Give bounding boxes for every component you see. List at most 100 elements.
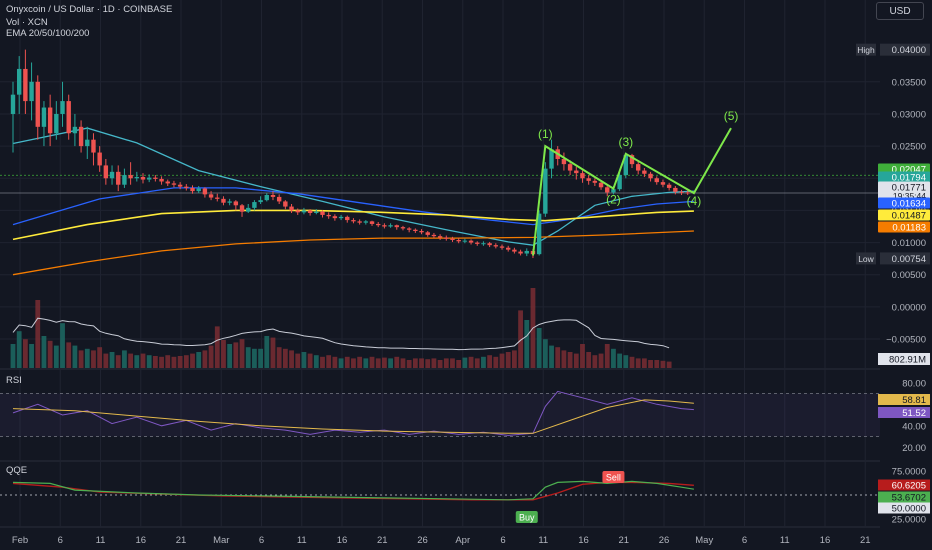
candle-body	[326, 214, 331, 217]
volume-bar	[270, 337, 276, 368]
volume-bar	[115, 355, 121, 368]
volume-bar	[35, 300, 41, 368]
price-axis[interactable]: 0.035000.030000.025000.020000.015000.010…	[856, 0, 932, 550]
volume-bar	[493, 356, 499, 368]
time-axis-label: 21	[176, 535, 187, 546]
volume-bar	[450, 358, 455, 368]
candle-body	[518, 251, 523, 254]
volume-bar	[295, 353, 301, 368]
volume-bar	[196, 352, 202, 368]
price-axis-label: 0.02500	[892, 142, 926, 153]
qqe-pane[interactable]: 75.0000 25.0000 Buy Sell 60.620553.670250.00…	[0, 466, 930, 526]
candle-body	[221, 198, 226, 203]
candle-body	[567, 164, 573, 171]
extreme-value-text: 0.04000	[892, 45, 926, 56]
volume-bar	[648, 360, 653, 368]
volume-bar	[592, 355, 598, 368]
volume-bar	[505, 352, 511, 368]
volume-bar	[165, 355, 171, 368]
elliott-pattern-drawing[interactable]: (1) (2) (3) (4) (5)	[532, 109, 738, 256]
candle-body	[512, 249, 517, 252]
volume-bar	[555, 347, 561, 368]
candlesticks[interactable]	[10, 49, 690, 259]
grid	[0, 0, 932, 528]
price-tag-value: 0.02047	[892, 165, 926, 176]
candle-body	[351, 220, 356, 222]
candle-body	[419, 231, 424, 233]
rsi-pane-label[interactable]: RSI	[6, 375, 22, 386]
candle-body	[499, 246, 505, 248]
ema-indicator-label[interactable]: EMA 20/50/100/200	[6, 28, 90, 39]
volume-bar	[443, 358, 449, 368]
candle-body	[598, 182, 604, 188]
volume-bar	[177, 356, 183, 368]
candle-body	[660, 182, 666, 185]
volume-bar	[542, 339, 548, 368]
volume-bar	[29, 344, 34, 368]
candle-body	[524, 250, 529, 254]
price-tag-box	[878, 181, 930, 200]
volume-bar	[245, 347, 251, 368]
qqe-tag-box	[878, 479, 930, 491]
candle-body	[116, 171, 121, 185]
ema200-line	[12, 230, 694, 276]
candle-body	[246, 207, 251, 212]
qqe-pane-label[interactable]: QQE	[6, 465, 28, 476]
candle-body	[462, 240, 468, 242]
volume-bar	[276, 347, 282, 368]
time-axis[interactable]: Feb 6 11 16 21 Mar 6 11 16 21 26 Apr 6 11 16 21 26 May 6 11…	[12, 535, 871, 546]
candle-body	[320, 211, 325, 215]
candle-body	[190, 187, 195, 192]
extreme-label-text: High	[857, 45, 875, 55]
axis-price-tags: 0.020470.017940.0177119:35:440.016340.01…	[878, 163, 930, 366]
volume-bar	[41, 336, 47, 368]
rsi-pane[interactable]: 80.00 40.00 20.00 58.81 51.52	[0, 378, 930, 454]
candle-body	[437, 236, 443, 238]
candle-body	[314, 211, 319, 214]
volume-bar	[264, 336, 270, 368]
candle-body	[425, 232, 430, 235]
symbol-title[interactable]: Onyxcoin / US Dollar · 1D · COINBASE	[6, 4, 173, 15]
candle-body	[159, 178, 164, 182]
volume-bar	[363, 358, 369, 368]
currency-button[interactable]: USD	[876, 2, 924, 20]
qqe-tag-value: 50.0000	[892, 504, 926, 515]
volume-bar	[239, 339, 245, 368]
candle-body	[338, 216, 344, 219]
volume-bar	[617, 353, 623, 368]
ema50-line	[12, 187, 694, 226]
volume-bar	[598, 353, 604, 368]
volume-indicator-label[interactable]: Vol · XCN	[6, 17, 48, 28]
price-axis-label: −0.00500	[886, 335, 926, 346]
candle-body	[592, 180, 598, 183]
rsi-axis-label: 40.00	[902, 421, 926, 432]
qqe-tag-box	[878, 502, 930, 514]
candle-body	[66, 101, 71, 134]
price-tag-box	[878, 171, 930, 183]
volume-bar	[431, 358, 437, 368]
volume-bar	[66, 342, 72, 368]
candle-body	[60, 101, 65, 114]
time-axis-label: 16	[820, 535, 831, 546]
candle-body	[202, 188, 208, 195]
price-tag-value: 0.01634	[892, 199, 926, 210]
candle-body	[171, 183, 177, 185]
price-tag-box	[878, 209, 930, 221]
candle-body	[388, 225, 393, 227]
price-tag-value: 0.01771	[892, 183, 926, 194]
candle-body	[109, 171, 115, 179]
candle-body	[233, 201, 239, 206]
wave-label: (1)	[538, 127, 553, 141]
candle-body	[444, 237, 449, 239]
candle-body	[635, 164, 641, 171]
rsi-band	[0, 393, 880, 437]
volume-bar	[109, 352, 115, 368]
volume-bar	[326, 355, 332, 368]
candle-body	[252, 202, 257, 208]
wave-label: (2)	[606, 193, 621, 207]
candle-body	[543, 168, 548, 214]
candle-body	[506, 247, 511, 250]
volume-bar	[233, 342, 239, 368]
volume-bar	[536, 328, 542, 368]
